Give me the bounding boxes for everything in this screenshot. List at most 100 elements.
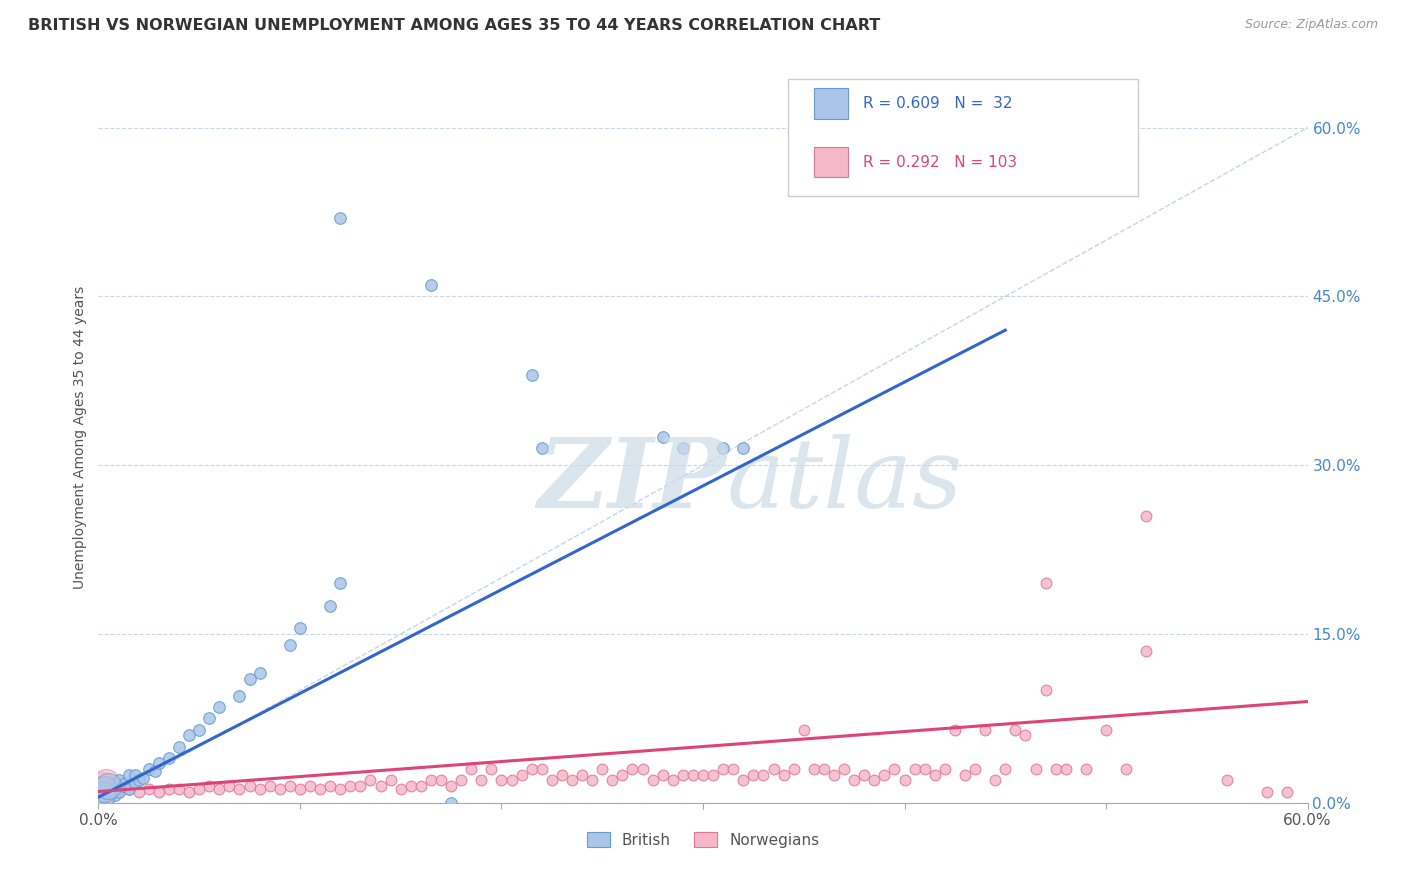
Point xyxy=(762,762,785,776)
Point xyxy=(974,723,997,737)
Point xyxy=(1135,508,1157,523)
Point xyxy=(561,773,583,788)
Point xyxy=(984,773,1007,788)
Text: R = 0.292   N = 103: R = 0.292 N = 103 xyxy=(863,154,1017,169)
Point xyxy=(510,767,533,781)
FancyBboxPatch shape xyxy=(814,146,848,178)
FancyBboxPatch shape xyxy=(814,88,848,119)
Point xyxy=(148,784,170,798)
Point xyxy=(893,773,915,788)
Point xyxy=(530,442,553,456)
Point xyxy=(1054,762,1077,776)
Point xyxy=(329,576,352,591)
Point xyxy=(530,762,553,776)
Point xyxy=(103,788,125,802)
Point xyxy=(179,728,201,742)
Point xyxy=(309,782,332,797)
Point xyxy=(844,773,866,788)
Point xyxy=(218,779,240,793)
Point xyxy=(96,775,118,789)
Point xyxy=(420,278,443,293)
Point xyxy=(501,773,523,788)
Point xyxy=(470,773,492,788)
Point xyxy=(198,711,221,725)
Point xyxy=(97,787,120,801)
Point xyxy=(124,775,146,789)
Point xyxy=(118,782,141,797)
Point xyxy=(481,762,503,776)
Point xyxy=(111,779,134,793)
Point xyxy=(783,762,806,776)
Point xyxy=(128,784,150,798)
Point xyxy=(651,430,673,444)
Point xyxy=(943,723,966,737)
Point xyxy=(602,773,624,788)
Point xyxy=(97,784,120,798)
Point xyxy=(319,599,342,613)
Point xyxy=(711,442,734,456)
Point xyxy=(319,779,342,793)
Point xyxy=(953,767,976,781)
Legend: British, Norwegians: British, Norwegians xyxy=(581,825,825,854)
Point xyxy=(551,767,574,781)
Point xyxy=(832,762,855,776)
Point xyxy=(641,773,664,788)
Point xyxy=(702,767,724,781)
Text: atlas: atlas xyxy=(727,434,963,528)
Point xyxy=(143,764,166,779)
Point xyxy=(1025,762,1047,776)
Point xyxy=(733,442,755,456)
Point xyxy=(198,779,221,793)
Point xyxy=(278,638,301,652)
Point xyxy=(672,767,695,781)
Point xyxy=(399,779,422,793)
Point xyxy=(1095,723,1118,737)
Point xyxy=(101,782,124,797)
Point xyxy=(571,767,593,781)
Point xyxy=(93,790,115,805)
Text: BRITISH VS NORWEGIAN UNEMPLOYMENT AMONG AGES 35 TO 44 YEARS CORRELATION CHART: BRITISH VS NORWEGIAN UNEMPLOYMENT AMONG … xyxy=(28,18,880,33)
Point xyxy=(904,762,927,776)
Point xyxy=(97,779,120,793)
Point xyxy=(188,723,211,737)
Text: ZIP: ZIP xyxy=(537,434,727,528)
Point xyxy=(114,775,136,789)
Point xyxy=(329,782,352,797)
Point xyxy=(1216,773,1239,788)
Point xyxy=(651,767,673,781)
Point xyxy=(450,773,472,788)
Point xyxy=(249,666,271,681)
Point xyxy=(1035,576,1057,591)
Point xyxy=(520,762,543,776)
Point xyxy=(1135,644,1157,658)
Point xyxy=(742,767,765,781)
Point xyxy=(132,771,155,785)
Point xyxy=(228,689,250,703)
Y-axis label: Unemployment Among Ages 35 to 44 years: Unemployment Among Ages 35 to 44 years xyxy=(73,285,87,589)
Point xyxy=(148,756,170,771)
Point xyxy=(672,442,695,456)
Point xyxy=(682,767,704,781)
Point xyxy=(1035,683,1057,698)
Point xyxy=(803,762,825,776)
Point xyxy=(138,762,160,776)
Point xyxy=(228,782,250,797)
Point xyxy=(1277,784,1299,798)
Point xyxy=(661,773,683,788)
Point xyxy=(239,672,262,686)
Point xyxy=(772,767,794,781)
Point xyxy=(339,779,361,793)
Point xyxy=(259,779,281,793)
Point xyxy=(692,767,714,781)
Point xyxy=(883,762,905,776)
Point xyxy=(389,782,412,797)
Point xyxy=(733,773,755,788)
Point xyxy=(239,779,262,793)
Point xyxy=(914,762,936,776)
Point xyxy=(430,773,453,788)
Point xyxy=(1256,784,1278,798)
Point xyxy=(581,773,603,788)
Point xyxy=(873,767,896,781)
Point xyxy=(420,773,443,788)
Point xyxy=(370,779,392,793)
